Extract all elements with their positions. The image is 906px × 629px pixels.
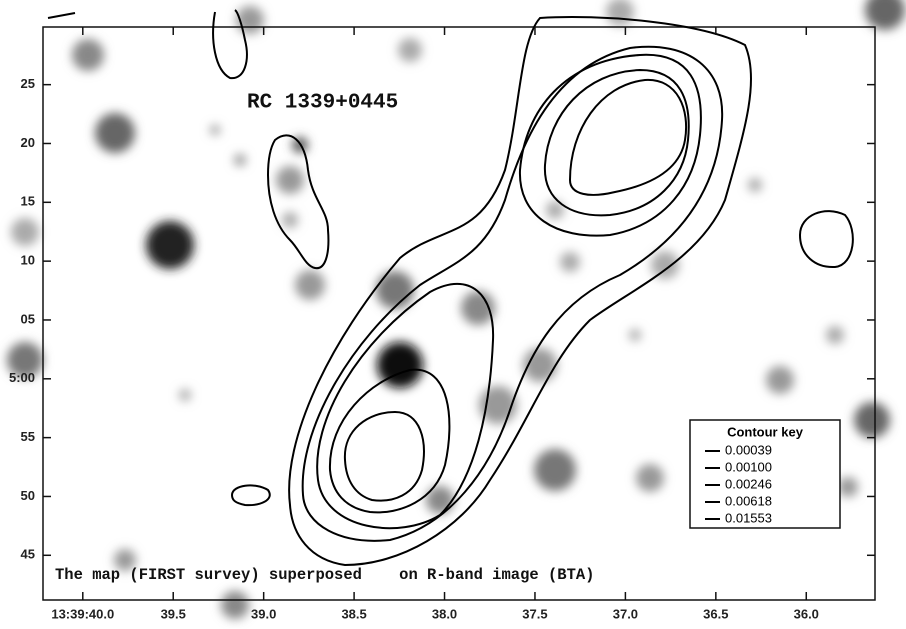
contour-line: [301, 45, 724, 542]
x-tick-label: 37.0: [613, 606, 638, 621]
contour-line: [266, 134, 330, 270]
image-blob: [461, 291, 495, 325]
x-tick-label: 38.0: [432, 606, 457, 621]
x-tick-label: 38.5: [341, 606, 366, 621]
image-blob: [377, 342, 423, 388]
contour-line: [230, 484, 271, 507]
contour-stub: [47, 12, 76, 19]
x-tick-label: 36.0: [794, 606, 819, 621]
y-tick-label: 05: [21, 311, 35, 326]
image-blob: [766, 366, 794, 394]
image-blob: [560, 252, 580, 272]
image-blob: [234, 154, 246, 166]
y-tick-label: 45: [21, 547, 35, 562]
legend-box: [689, 419, 841, 529]
legend-label: 0.00100: [725, 459, 772, 474]
x-tick-label: 13:39:40.0: [51, 606, 114, 621]
image-blob: [210, 125, 220, 135]
legend-label: 0.00039: [725, 442, 772, 457]
image-blob: [854, 402, 890, 438]
image-blob: [276, 166, 304, 194]
image-blob: [398, 38, 422, 62]
image-blob: [606, 0, 634, 26]
x-tick-label: 36.5: [703, 606, 728, 621]
image-blob: [282, 212, 298, 228]
plot-frame: [42, 26, 876, 601]
y-tick-label: 20: [21, 135, 35, 150]
y-tick-label: 55: [21, 429, 35, 444]
image-blob: [72, 39, 104, 71]
contour-line: [212, 9, 248, 80]
caption: The map (FIRST survey) superposed on R-b…: [55, 566, 595, 584]
y-tick-label: 5:00: [9, 370, 35, 385]
image-blob: [629, 329, 641, 341]
image-blob: [838, 477, 858, 497]
image-blob: [11, 218, 39, 246]
legend-label: 0.00618: [725, 493, 772, 508]
y-tick-label: 15: [21, 194, 35, 209]
image-blob: [179, 389, 191, 401]
image-blob: [523, 348, 557, 382]
image-blob: [546, 201, 564, 219]
chart-title: RC 1339+0445: [247, 92, 398, 115]
image-blob: [636, 464, 664, 492]
contour-line: [543, 68, 690, 217]
contour-line: [568, 78, 687, 196]
image-blob: [221, 591, 249, 619]
contour-line: [798, 210, 854, 269]
x-tick-label: 39.0: [251, 606, 276, 621]
optical-image: [7, 0, 905, 619]
contour-line: [518, 53, 702, 237]
y-tick-label: 25: [21, 76, 35, 91]
legend-label: 0.00246: [725, 476, 772, 491]
x-tick-label: 37.5: [522, 606, 547, 621]
image-blob: [114, 549, 136, 571]
image-blob: [146, 221, 194, 269]
image-blob: [534, 449, 576, 491]
image-blob: [865, 0, 905, 30]
contour-line: [343, 410, 425, 502]
legend-label: 0.01553: [725, 510, 772, 525]
contour-line: [328, 368, 451, 514]
contour-line: [288, 16, 753, 567]
contours: [212, 9, 854, 567]
contour-line: [316, 282, 495, 530]
x-tick-label: 39.5: [161, 606, 186, 621]
image-blob: [651, 251, 679, 279]
image-blob: [826, 326, 844, 344]
y-tick-label: 10: [21, 253, 35, 268]
image-blob: [295, 270, 325, 300]
y-tick-label: 50: [21, 488, 35, 503]
legend-title: Contour key: [727, 424, 804, 439]
image-blob: [376, 271, 414, 309]
image-blob: [748, 178, 762, 192]
image-blob: [95, 113, 135, 153]
image-blob: [7, 342, 43, 378]
